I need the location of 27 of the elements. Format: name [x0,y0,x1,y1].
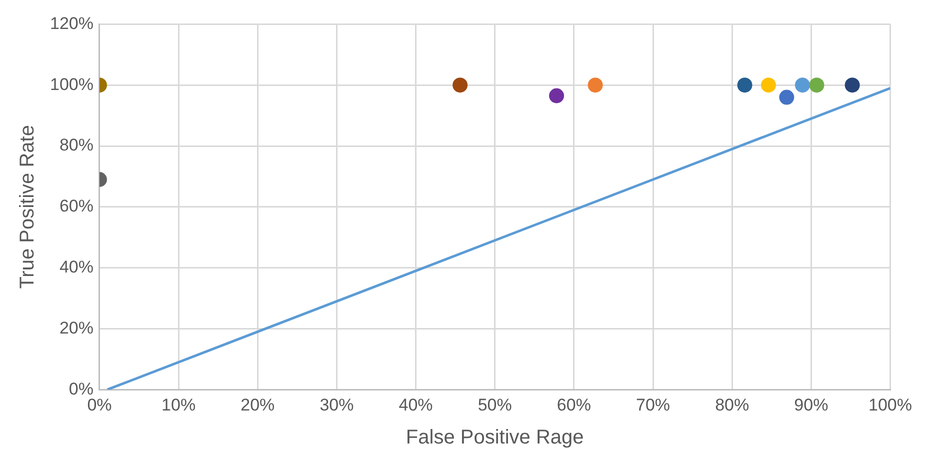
y-axis-title: True Positive Rate [16,125,39,289]
y-tick-label: 120% [50,14,94,33]
point [760,78,776,93]
x-tick-label: 20% [240,395,275,414]
x-tick-label: 40% [398,395,433,414]
point [588,78,603,93]
y-tick-label: 20% [59,318,94,338]
point [809,78,824,93]
y-tick-label: 100% [50,74,94,94]
point [844,78,860,93]
point [452,78,468,93]
y-tick-label: 40% [59,257,94,276]
x-tick-label: 50% [478,395,512,414]
x-tick-label: 100% [868,395,912,414]
x-tick-label: 70% [636,395,670,414]
point [779,90,794,105]
x-tick-label: 30% [320,395,354,414]
point [794,78,810,93]
x-tick-label: 10% [162,395,196,414]
x-axis-title: False Positive Rage [406,426,584,449]
x-tick-label: 60% [556,395,591,414]
point [737,78,752,93]
point [549,88,564,104]
y-tick-label: 80% [59,136,94,155]
y-tick-label: 60% [59,196,94,216]
x-tick-label: 90% [794,395,828,414]
x-tick-label: 80% [715,395,750,414]
